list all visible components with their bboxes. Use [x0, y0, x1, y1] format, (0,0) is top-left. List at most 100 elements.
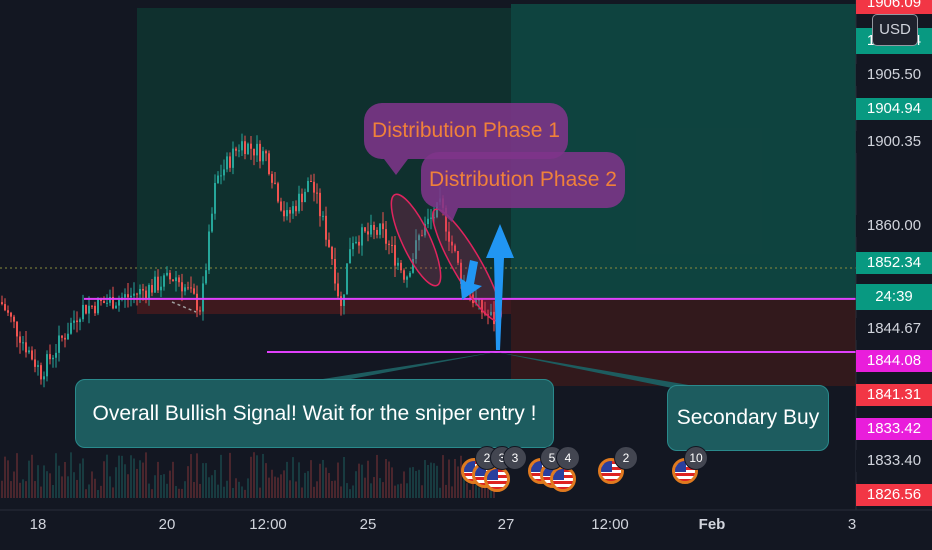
- volume-bar: [268, 477, 270, 498]
- volume-bar: [232, 488, 234, 498]
- candle-body: [10, 312, 12, 317]
- event-count-badge[interactable]: 3: [503, 446, 527, 470]
- candle-body: [448, 231, 450, 242]
- candle-body: [157, 276, 159, 291]
- volume-bar: [244, 489, 246, 498]
- us-flag-event-icon[interactable]: [484, 466, 510, 492]
- candle-body: [424, 224, 426, 236]
- time-axis-label: Feb: [698, 516, 726, 533]
- candle-body: [319, 192, 321, 217]
- candle-body: [1, 302, 3, 305]
- candle-body: [256, 143, 258, 156]
- volume-bar: [310, 460, 312, 498]
- volume-bar: [340, 486, 342, 498]
- volume-bar: [82, 458, 84, 498]
- down-arrow: [460, 260, 482, 300]
- volume-bar: [178, 488, 180, 498]
- volume-bar: [418, 469, 420, 498]
- candle-body: [331, 246, 333, 260]
- candle-body: [238, 150, 240, 152]
- candle-body: [142, 288, 144, 291]
- event-count-badge[interactable]: 2: [614, 446, 638, 470]
- volume-bar: [127, 474, 129, 498]
- candle-body: [133, 293, 135, 296]
- candle-body: [43, 376, 45, 380]
- countdown-badge: 24:39: [856, 284, 932, 310]
- currency-button[interactable]: USD: [872, 14, 918, 46]
- volume-bar: [40, 486, 42, 498]
- candle-body: [226, 156, 228, 170]
- candle-body: [7, 310, 9, 313]
- volume-bar: [196, 453, 198, 498]
- volume-bar: [415, 470, 417, 498]
- candle-body: [451, 241, 453, 246]
- volume-bar: [121, 455, 123, 498]
- price-axis-label: 1833.42: [856, 418, 932, 440]
- candle-body: [289, 210, 291, 214]
- price-axis-label: 1905.50: [856, 64, 932, 86]
- candle-body: [241, 141, 243, 151]
- bullish-signal-callout: Overall Bullish Signal! Wait for the sni…: [75, 379, 554, 448]
- volume-bar: [247, 478, 249, 498]
- volume-bar: [361, 464, 363, 498]
- candle-body: [268, 153, 270, 175]
- volume-bar: [49, 473, 51, 498]
- candle-body: [136, 293, 138, 295]
- event-count-badge[interactable]: 4: [556, 446, 580, 470]
- volume-bar: [1, 480, 3, 498]
- candle-body: [46, 354, 48, 377]
- volume-bar: [139, 460, 141, 498]
- volume-bar: [403, 471, 405, 498]
- candle-body: [292, 206, 294, 214]
- candle-body: [55, 352, 57, 358]
- volume-bar: [148, 483, 150, 498]
- volume-bar: [61, 476, 63, 498]
- candle-body: [139, 288, 141, 295]
- candle-body: [286, 210, 288, 217]
- candle-body: [367, 231, 369, 235]
- candle-body: [388, 243, 390, 245]
- volume-bar: [301, 487, 303, 498]
- volume-bar: [115, 467, 117, 498]
- candle-body: [58, 335, 60, 353]
- zone-stop: [137, 300, 511, 314]
- candle-body: [352, 243, 354, 250]
- candle-body: [481, 299, 483, 313]
- candle-body: [313, 181, 315, 193]
- candle-body: [385, 229, 387, 244]
- volume-bar: [7, 460, 9, 498]
- volume-bar: [334, 480, 336, 498]
- candle-body: [403, 270, 405, 280]
- secondary-pointer: [496, 352, 706, 388]
- event-count-badge[interactable]: 10: [684, 446, 708, 470]
- volume-bar: [391, 467, 393, 498]
- volume-bar: [226, 480, 228, 498]
- distribution-ellipse-1: [390, 193, 442, 287]
- volume-bar: [286, 461, 288, 498]
- candle-body: [49, 354, 51, 360]
- us-flag-event-icon[interactable]: [550, 466, 576, 492]
- volume-bar: [109, 476, 111, 498]
- candle-body: [370, 224, 372, 235]
- volume-bar: [463, 476, 465, 498]
- candle-body: [40, 365, 42, 380]
- volume-bar: [202, 463, 204, 498]
- candle-body: [97, 298, 99, 314]
- volume-bar: [31, 454, 33, 498]
- volume-bar: [70, 452, 72, 498]
- candle-body: [391, 244, 393, 246]
- time-axis-label: 12:00: [249, 516, 287, 533]
- candle-body: [322, 215, 324, 217]
- candle-body: [310, 181, 312, 183]
- candle-body: [271, 174, 273, 183]
- volume-bar: [25, 481, 27, 498]
- volume-bar: [160, 474, 162, 498]
- candle-body: [409, 272, 411, 277]
- candle-body: [427, 218, 429, 225]
- candle-body: [16, 321, 18, 337]
- volume-bar: [319, 463, 321, 498]
- candle-body: [85, 304, 87, 314]
- volume-bar: [355, 471, 357, 498]
- volume-bar: [28, 460, 30, 498]
- volume-bar: [328, 472, 330, 498]
